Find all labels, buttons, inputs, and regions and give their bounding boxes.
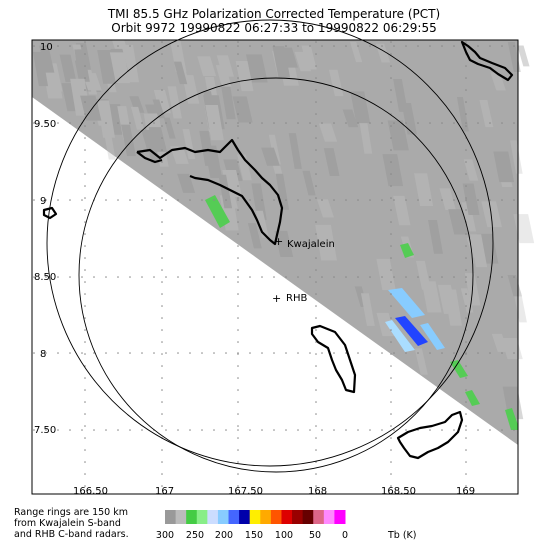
colorbar-swatch xyxy=(302,510,314,524)
kwajalein-marker: + xyxy=(274,235,283,248)
colorbar-swatch xyxy=(281,510,293,524)
colorbar-swatch xyxy=(186,510,198,524)
colorbar-tick-label: 200 xyxy=(214,530,234,541)
colorbar-swatch xyxy=(323,510,335,524)
colorbar-unit: Tb (K) xyxy=(388,530,417,541)
y-tick-label: 9 xyxy=(40,196,47,207)
colorbar-swatch xyxy=(313,510,325,524)
colorbar-swatch xyxy=(260,510,272,524)
precip-pixels xyxy=(205,195,518,430)
colorbar-swatch xyxy=(207,510,219,524)
colorbar-swatch xyxy=(270,510,282,524)
y-tick-label: 8 xyxy=(40,349,47,360)
colorbar-swatch xyxy=(165,510,177,524)
x-tick-label: 169 xyxy=(456,486,476,497)
colorbar-swatch xyxy=(175,510,187,524)
colorbar-swatch xyxy=(292,510,304,524)
colorbar-tick-label: 150 xyxy=(244,530,264,541)
colorbar-tick-label: 300 xyxy=(155,530,175,541)
colorbar-swatch xyxy=(217,510,230,524)
footnote-line-1: Range rings are 150 km xyxy=(14,507,128,518)
y-tick-label: 10 xyxy=(40,42,53,53)
rhb-range-ring xyxy=(78,77,474,473)
x-tick-label: 166.50 xyxy=(73,486,108,497)
rhb-label: RHB xyxy=(286,293,308,304)
colorbar-tick-label: 250 xyxy=(185,530,205,541)
x-tick-label: 168 xyxy=(308,486,328,497)
colorbar-tick-label: 50 xyxy=(308,530,322,541)
kwajalein-range-ring xyxy=(46,19,494,467)
x-tick-label: 168.50 xyxy=(381,486,416,497)
colorbar-swatch xyxy=(249,510,261,524)
colorbar-tick-label: 0 xyxy=(341,530,349,541)
title-line-2: Orbit 9972 19990822 06:27:33 to 19990822… xyxy=(111,21,437,35)
colorbar-swatch xyxy=(239,510,251,524)
colorbar-tick-label: 100 xyxy=(274,530,294,541)
rhb-marker: + xyxy=(272,292,281,305)
plot-frame xyxy=(31,39,519,495)
footnote-line-2: from Kwajalein S-band xyxy=(14,518,121,529)
colorbar-swatch xyxy=(334,510,346,524)
colorbar-swatch xyxy=(196,510,208,524)
x-tick-label: 167 xyxy=(155,486,175,497)
kwajalein-label: Kwajalein xyxy=(287,239,335,250)
colorbar xyxy=(165,510,346,524)
lat-lon-grid xyxy=(33,41,515,487)
y-tick-label: 9.50 xyxy=(34,119,57,130)
x-tick-label: 167.50 xyxy=(228,486,263,497)
land-outlines xyxy=(42,40,514,460)
colorbar-swatch xyxy=(228,510,240,524)
title-line-1: TMI 85.5 GHz Polarization Corrected Temp… xyxy=(107,7,441,21)
y-tick-label: 7.50 xyxy=(34,425,57,436)
footnote-line-3: and RHB C-band radars. xyxy=(14,529,129,540)
y-tick-label: 8.50 xyxy=(34,272,57,283)
